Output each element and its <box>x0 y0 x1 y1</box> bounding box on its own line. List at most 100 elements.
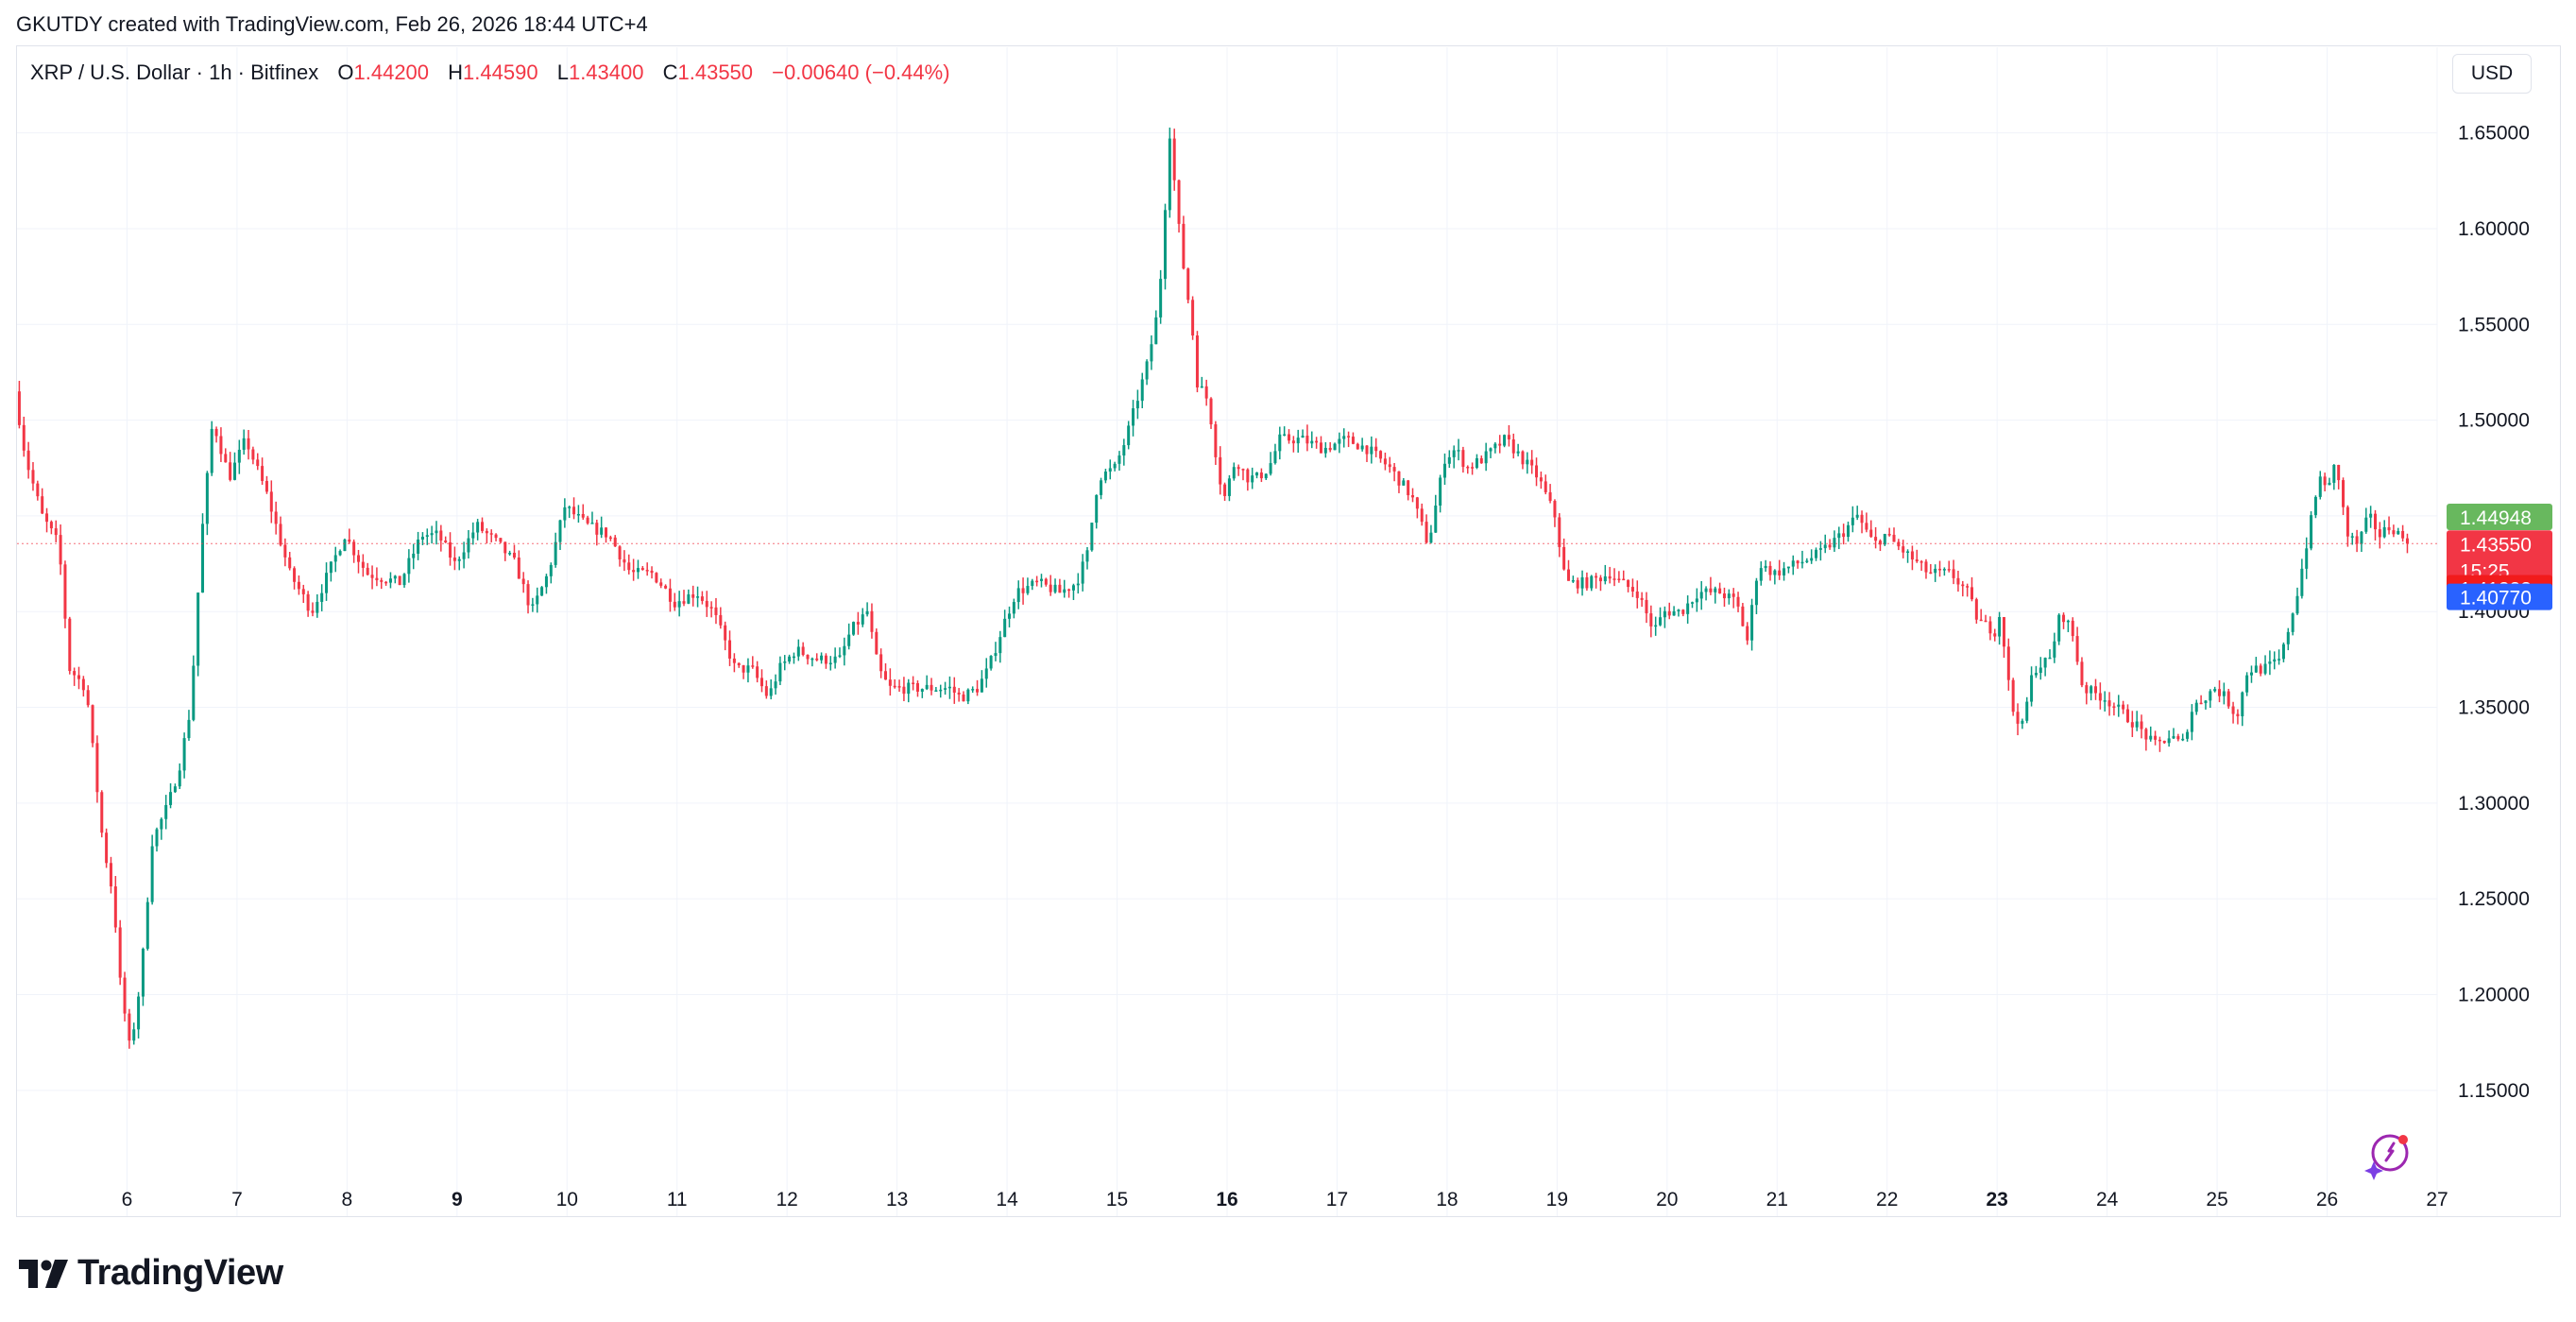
candle-body[interactable] <box>1947 569 1951 571</box>
candle-body[interactable] <box>590 523 594 524</box>
candle-body[interactable] <box>316 601 319 613</box>
candle-body[interactable] <box>1466 466 1470 469</box>
candle-body[interactable] <box>1095 494 1099 524</box>
candle-body[interactable] <box>1379 451 1383 459</box>
candle-body[interactable] <box>2194 702 2198 713</box>
candle-body[interactable] <box>1305 436 1309 444</box>
candle-body[interactable] <box>2305 548 2309 569</box>
candle-body[interactable] <box>1929 572 1933 575</box>
candle-body[interactable] <box>920 689 924 692</box>
candle-body[interactable] <box>1475 457 1478 469</box>
candle-body[interactable] <box>1585 576 1589 589</box>
candle-body[interactable] <box>356 555 360 562</box>
candle-body[interactable] <box>1837 533 1841 539</box>
candle-body[interactable] <box>293 568 297 582</box>
candle-body[interactable] <box>1411 495 1415 498</box>
candle-body[interactable] <box>1722 593 1726 599</box>
candle-body[interactable] <box>1571 580 1575 582</box>
candle-body[interactable] <box>2295 595 2299 614</box>
candle-body[interactable] <box>668 588 672 602</box>
candle-body[interactable] <box>861 614 864 625</box>
candle-body[interactable] <box>728 640 732 659</box>
candle-body[interactable] <box>338 551 342 556</box>
candle-body[interactable] <box>664 585 668 589</box>
candle-body[interactable] <box>852 622 856 635</box>
candle-body[interactable] <box>1503 435 1507 446</box>
candle-body[interactable] <box>1754 580 1758 606</box>
candle-body[interactable] <box>1562 546 1566 570</box>
candle-body[interactable] <box>1085 550 1089 562</box>
candle-body[interactable] <box>1127 425 1131 446</box>
candle-body[interactable] <box>274 511 278 524</box>
candle-body[interactable] <box>503 541 507 554</box>
candle-body[interactable] <box>31 470 35 484</box>
candle-body[interactable] <box>568 506 571 508</box>
candle-body[interactable] <box>41 496 44 514</box>
candle-body[interactable] <box>2112 706 2116 708</box>
candle-body[interactable] <box>1172 138 1176 180</box>
candle-body[interactable] <box>833 656 837 663</box>
candle-body[interactable] <box>2016 712 2020 724</box>
candle-body[interactable] <box>1732 593 1735 597</box>
candle-body[interactable] <box>1942 569 1946 571</box>
candle-body[interactable] <box>769 688 773 696</box>
candle-body[interactable] <box>724 625 727 641</box>
candle-body[interactable] <box>581 514 585 518</box>
candle-body[interactable] <box>1214 424 1218 457</box>
candle-body[interactable] <box>224 454 228 463</box>
candle-body[interactable] <box>2199 702 2203 705</box>
candle-body[interactable] <box>251 449 255 460</box>
candle-body[interactable] <box>229 462 232 480</box>
candle-body[interactable] <box>966 689 970 702</box>
candle-body[interactable] <box>1938 568 1942 571</box>
candle-body[interactable] <box>1342 436 1346 439</box>
candle-body[interactable] <box>2323 476 2327 486</box>
candle-body[interactable] <box>1878 541 1882 545</box>
candle-body[interactable] <box>2209 691 2212 701</box>
candle-body[interactable] <box>930 684 933 691</box>
candle-body[interactable] <box>939 689 943 692</box>
candle-body[interactable] <box>164 804 168 819</box>
candle-body[interactable] <box>128 1013 131 1041</box>
candle-body[interactable] <box>1457 450 1460 452</box>
candle-body[interactable] <box>2291 613 2295 632</box>
candle-body[interactable] <box>1791 560 1795 567</box>
candle-body[interactable] <box>521 578 525 585</box>
candle-body[interactable] <box>439 530 443 541</box>
candle-body[interactable] <box>1150 344 1153 362</box>
candle-body[interactable] <box>1952 569 1955 578</box>
candle-body[interactable] <box>512 552 516 558</box>
candle-body[interactable] <box>1186 268 1190 300</box>
candle-body[interactable] <box>847 634 851 646</box>
candle-body[interactable] <box>1667 610 1671 616</box>
candle-body[interactable] <box>2245 675 2249 693</box>
candle-body[interactable] <box>1823 544 1827 549</box>
candle-body[interactable] <box>1071 585 1075 591</box>
candle-body[interactable] <box>91 705 94 744</box>
candle-body[interactable] <box>1200 386 1203 388</box>
candle-body[interactable] <box>169 792 173 805</box>
candle-body[interactable] <box>1219 456 1222 485</box>
candle-body[interactable] <box>536 595 539 605</box>
candle-body[interactable] <box>1031 580 1034 587</box>
candle-body[interactable] <box>751 665 755 667</box>
candle-body[interactable] <box>306 593 310 611</box>
candle-body[interactable] <box>1424 522 1428 543</box>
candle-body[interactable] <box>420 537 424 540</box>
candle-body[interactable] <box>412 553 416 558</box>
candle-body[interactable] <box>508 552 512 555</box>
candle-body[interactable] <box>2350 536 2354 538</box>
candle-body[interactable] <box>2313 496 2317 516</box>
candle-body[interactable] <box>2186 731 2190 739</box>
candle-body[interactable] <box>1484 451 1488 464</box>
candle-body[interactable] <box>682 601 686 604</box>
candle-body[interactable] <box>1511 438 1515 454</box>
candle-body[interactable] <box>1558 517 1561 547</box>
candle-body[interactable] <box>2190 712 2193 732</box>
candle-body[interactable] <box>1635 591 1639 598</box>
candle-body[interactable] <box>137 996 141 1030</box>
candle-body[interactable] <box>1622 578 1626 581</box>
candle-body[interactable] <box>2107 700 2111 707</box>
candle-body[interactable] <box>1786 566 1790 569</box>
candle-body[interactable] <box>1617 578 1621 580</box>
